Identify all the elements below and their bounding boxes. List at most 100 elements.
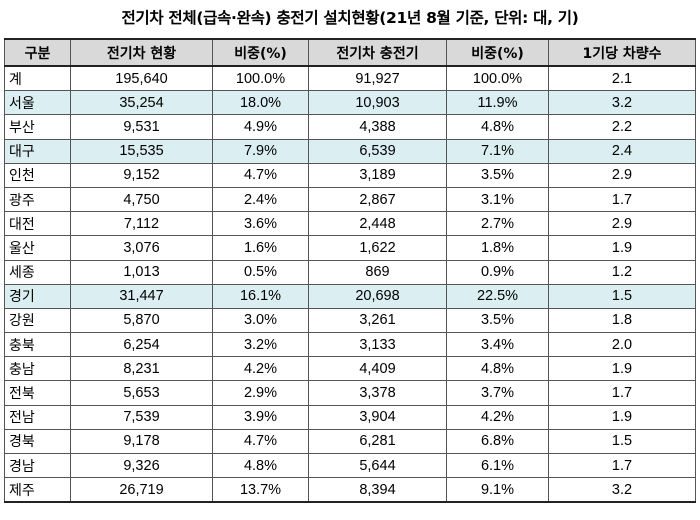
cell-ev-count: 6,254 xyxy=(70,332,213,358)
cell-charger-count: 6,539 xyxy=(308,138,447,164)
cell-ev-count: 9,531 xyxy=(70,114,213,140)
cell-ev-count: 35,254 xyxy=(70,90,213,116)
cell-charger-share: 6.8% xyxy=(446,428,549,455)
cell-ev-share: 0.5% xyxy=(212,259,309,285)
cell-charger-count: 5,644 xyxy=(308,452,447,479)
cell-charger-count: 10,903 xyxy=(308,90,447,116)
cell-per-charger: 2.1 xyxy=(548,65,696,92)
cell-ev-share: 7.9% xyxy=(212,138,309,164)
cell-ev-count: 9,178 xyxy=(70,428,213,455)
cell-charger-share: 4.8% xyxy=(446,114,549,140)
cell-per-charger: 1.7 xyxy=(548,452,696,479)
cell-region: 대구 xyxy=(4,138,71,164)
header-per-charger: 1기당 차량수 xyxy=(548,38,696,67)
cell-per-charger: 2.0 xyxy=(548,332,696,358)
cell-charger-share: 0.9% xyxy=(446,259,549,285)
table-title: 전기차 전체(급속·완속) 충전기 설치현황(21년 8월 기준, 단위: 대,… xyxy=(121,9,579,27)
cell-ev-count: 7,539 xyxy=(70,404,213,430)
cell-ev-share: 100.0% xyxy=(212,65,309,92)
table-row: 전남 7,539 3.9% 3,904 4.2% 1.9 xyxy=(4,404,696,430)
header-ev-share: 비중(%) xyxy=(212,38,309,67)
cell-charger-count: 3,189 xyxy=(308,162,447,188)
table-row: 경기 31,447 16.1% 20,698 22.5% 1.5 xyxy=(4,283,696,309)
cell-ev-share: 4.7% xyxy=(212,428,309,455)
cell-region: 대전 xyxy=(4,211,71,237)
cell-per-charger: 1.9 xyxy=(548,235,696,261)
cell-charger-share: 3.7% xyxy=(446,380,549,406)
header-charger-share: 비중(%) xyxy=(446,38,549,67)
cell-per-charger: 1.9 xyxy=(548,356,696,382)
cell-ev-count: 195,640 xyxy=(70,65,213,92)
cell-region: 강원 xyxy=(4,307,71,334)
table-row: 충북 6,254 3.2% 3,133 3.4% 2.0 xyxy=(4,332,696,358)
cell-ev-share: 3.0% xyxy=(212,307,309,334)
cell-charger-count: 3,261 xyxy=(308,307,447,334)
cell-ev-share: 3.2% xyxy=(212,332,309,358)
table-row: 경북 9,178 4.7% 6,281 6.8% 1.5 xyxy=(4,428,696,455)
header-ev-count: 전기차 현황 xyxy=(70,38,213,67)
cell-per-charger: 3.2 xyxy=(548,477,696,503)
cell-region: 경북 xyxy=(4,428,71,455)
table-row: 제주 26,719 13.7% 8,394 9.1% 3.2 xyxy=(4,477,696,503)
table-row: 세종 1,013 0.5% 869 0.9% 1.2 xyxy=(4,259,696,285)
cell-per-charger: 2.9 xyxy=(548,162,696,188)
cell-ev-share: 3.9% xyxy=(212,404,309,430)
cell-ev-share: 4.7% xyxy=(212,162,309,188)
cell-ev-share: 1.6% xyxy=(212,235,309,261)
cell-region: 충남 xyxy=(4,356,71,382)
table-row: 울산 3,076 1.6% 1,622 1.8% 1.9 xyxy=(4,235,696,261)
cell-ev-count: 8,231 xyxy=(70,356,213,382)
table-row: 부산 9,531 4.9% 4,388 4.8% 2.2 xyxy=(4,114,696,140)
cell-region: 계 xyxy=(4,65,71,92)
cell-region: 경남 xyxy=(4,452,71,479)
cell-per-charger: 1.5 xyxy=(548,428,696,455)
cell-charger-count: 91,927 xyxy=(308,65,447,92)
cell-region: 충북 xyxy=(4,332,71,358)
cell-ev-count: 1,013 xyxy=(70,259,213,285)
cell-charger-count: 4,409 xyxy=(308,356,447,382)
cell-charger-count: 2,867 xyxy=(308,186,447,213)
cell-charger-share: 6.1% xyxy=(446,452,549,479)
header-region: 구분 xyxy=(4,38,71,67)
cell-ev-count: 26,719 xyxy=(70,477,213,503)
cell-region: 세종 xyxy=(4,259,71,285)
table-row: 경남 9,326 4.8% 5,644 6.1% 1.7 xyxy=(4,452,696,479)
cell-charger-count: 4,388 xyxy=(308,114,447,140)
cell-ev-share: 2.4% xyxy=(212,186,309,213)
cell-ev-share: 13.7% xyxy=(212,477,309,503)
cell-per-charger: 2.2 xyxy=(548,114,696,140)
cell-charger-share: 4.8% xyxy=(446,356,549,382)
cell-ev-share: 3.6% xyxy=(212,211,309,237)
table-body: 계 195,640 100.0% 91,927 100.0% 2.1 서울 35,254 18.… xyxy=(4,65,696,503)
cell-per-charger: 1.9 xyxy=(548,404,696,430)
cell-ev-count: 5,870 xyxy=(70,307,213,334)
cell-region: 부산 xyxy=(4,114,71,140)
table-row: 계 195,640 100.0% 91,927 100.0% 2.1 xyxy=(4,65,696,92)
cell-ev-share: 4.8% xyxy=(212,452,309,479)
cell-region: 광주 xyxy=(4,186,71,213)
cell-region: 인천 xyxy=(4,162,71,188)
table-row: 대전 7,112 3.6% 2,448 2.7% 2.9 xyxy=(4,211,696,237)
cell-charger-count: 6,281 xyxy=(308,428,447,455)
cell-ev-count: 5,653 xyxy=(70,380,213,406)
cell-ev-count: 3,076 xyxy=(70,235,213,261)
cell-charger-count: 8,394 xyxy=(308,477,447,503)
cell-charger-share: 3.5% xyxy=(446,307,549,334)
cell-region: 울산 xyxy=(4,235,71,261)
cell-per-charger: 1.5 xyxy=(548,283,696,309)
cell-region: 전남 xyxy=(4,404,71,430)
header-row: 구분 전기차 현황 비중(%) 전기차 충전기 비중(%) 1기당 차량수 xyxy=(4,38,696,67)
cell-charger-count: 20,698 xyxy=(308,283,447,309)
table-row: 서울 35,254 18.0% 10,903 11.9% 3.2 xyxy=(4,90,696,116)
cell-per-charger: 2.9 xyxy=(548,211,696,237)
table-row: 인천 9,152 4.7% 3,189 3.5% 2.9 xyxy=(4,162,696,188)
cell-ev-count: 4,750 xyxy=(70,186,213,213)
cell-region: 제주 xyxy=(4,477,71,503)
cell-charger-share: 3.5% xyxy=(446,162,549,188)
cell-charger-count: 3,133 xyxy=(308,332,447,358)
cell-charger-share: 11.9% xyxy=(446,90,549,116)
header-charger-count: 전기차 충전기 xyxy=(308,38,447,67)
table-row: 충남 8,231 4.2% 4,409 4.8% 1.9 xyxy=(4,356,696,382)
cell-per-charger: 1.2 xyxy=(548,259,696,285)
cell-charger-share: 2.7% xyxy=(446,211,549,237)
